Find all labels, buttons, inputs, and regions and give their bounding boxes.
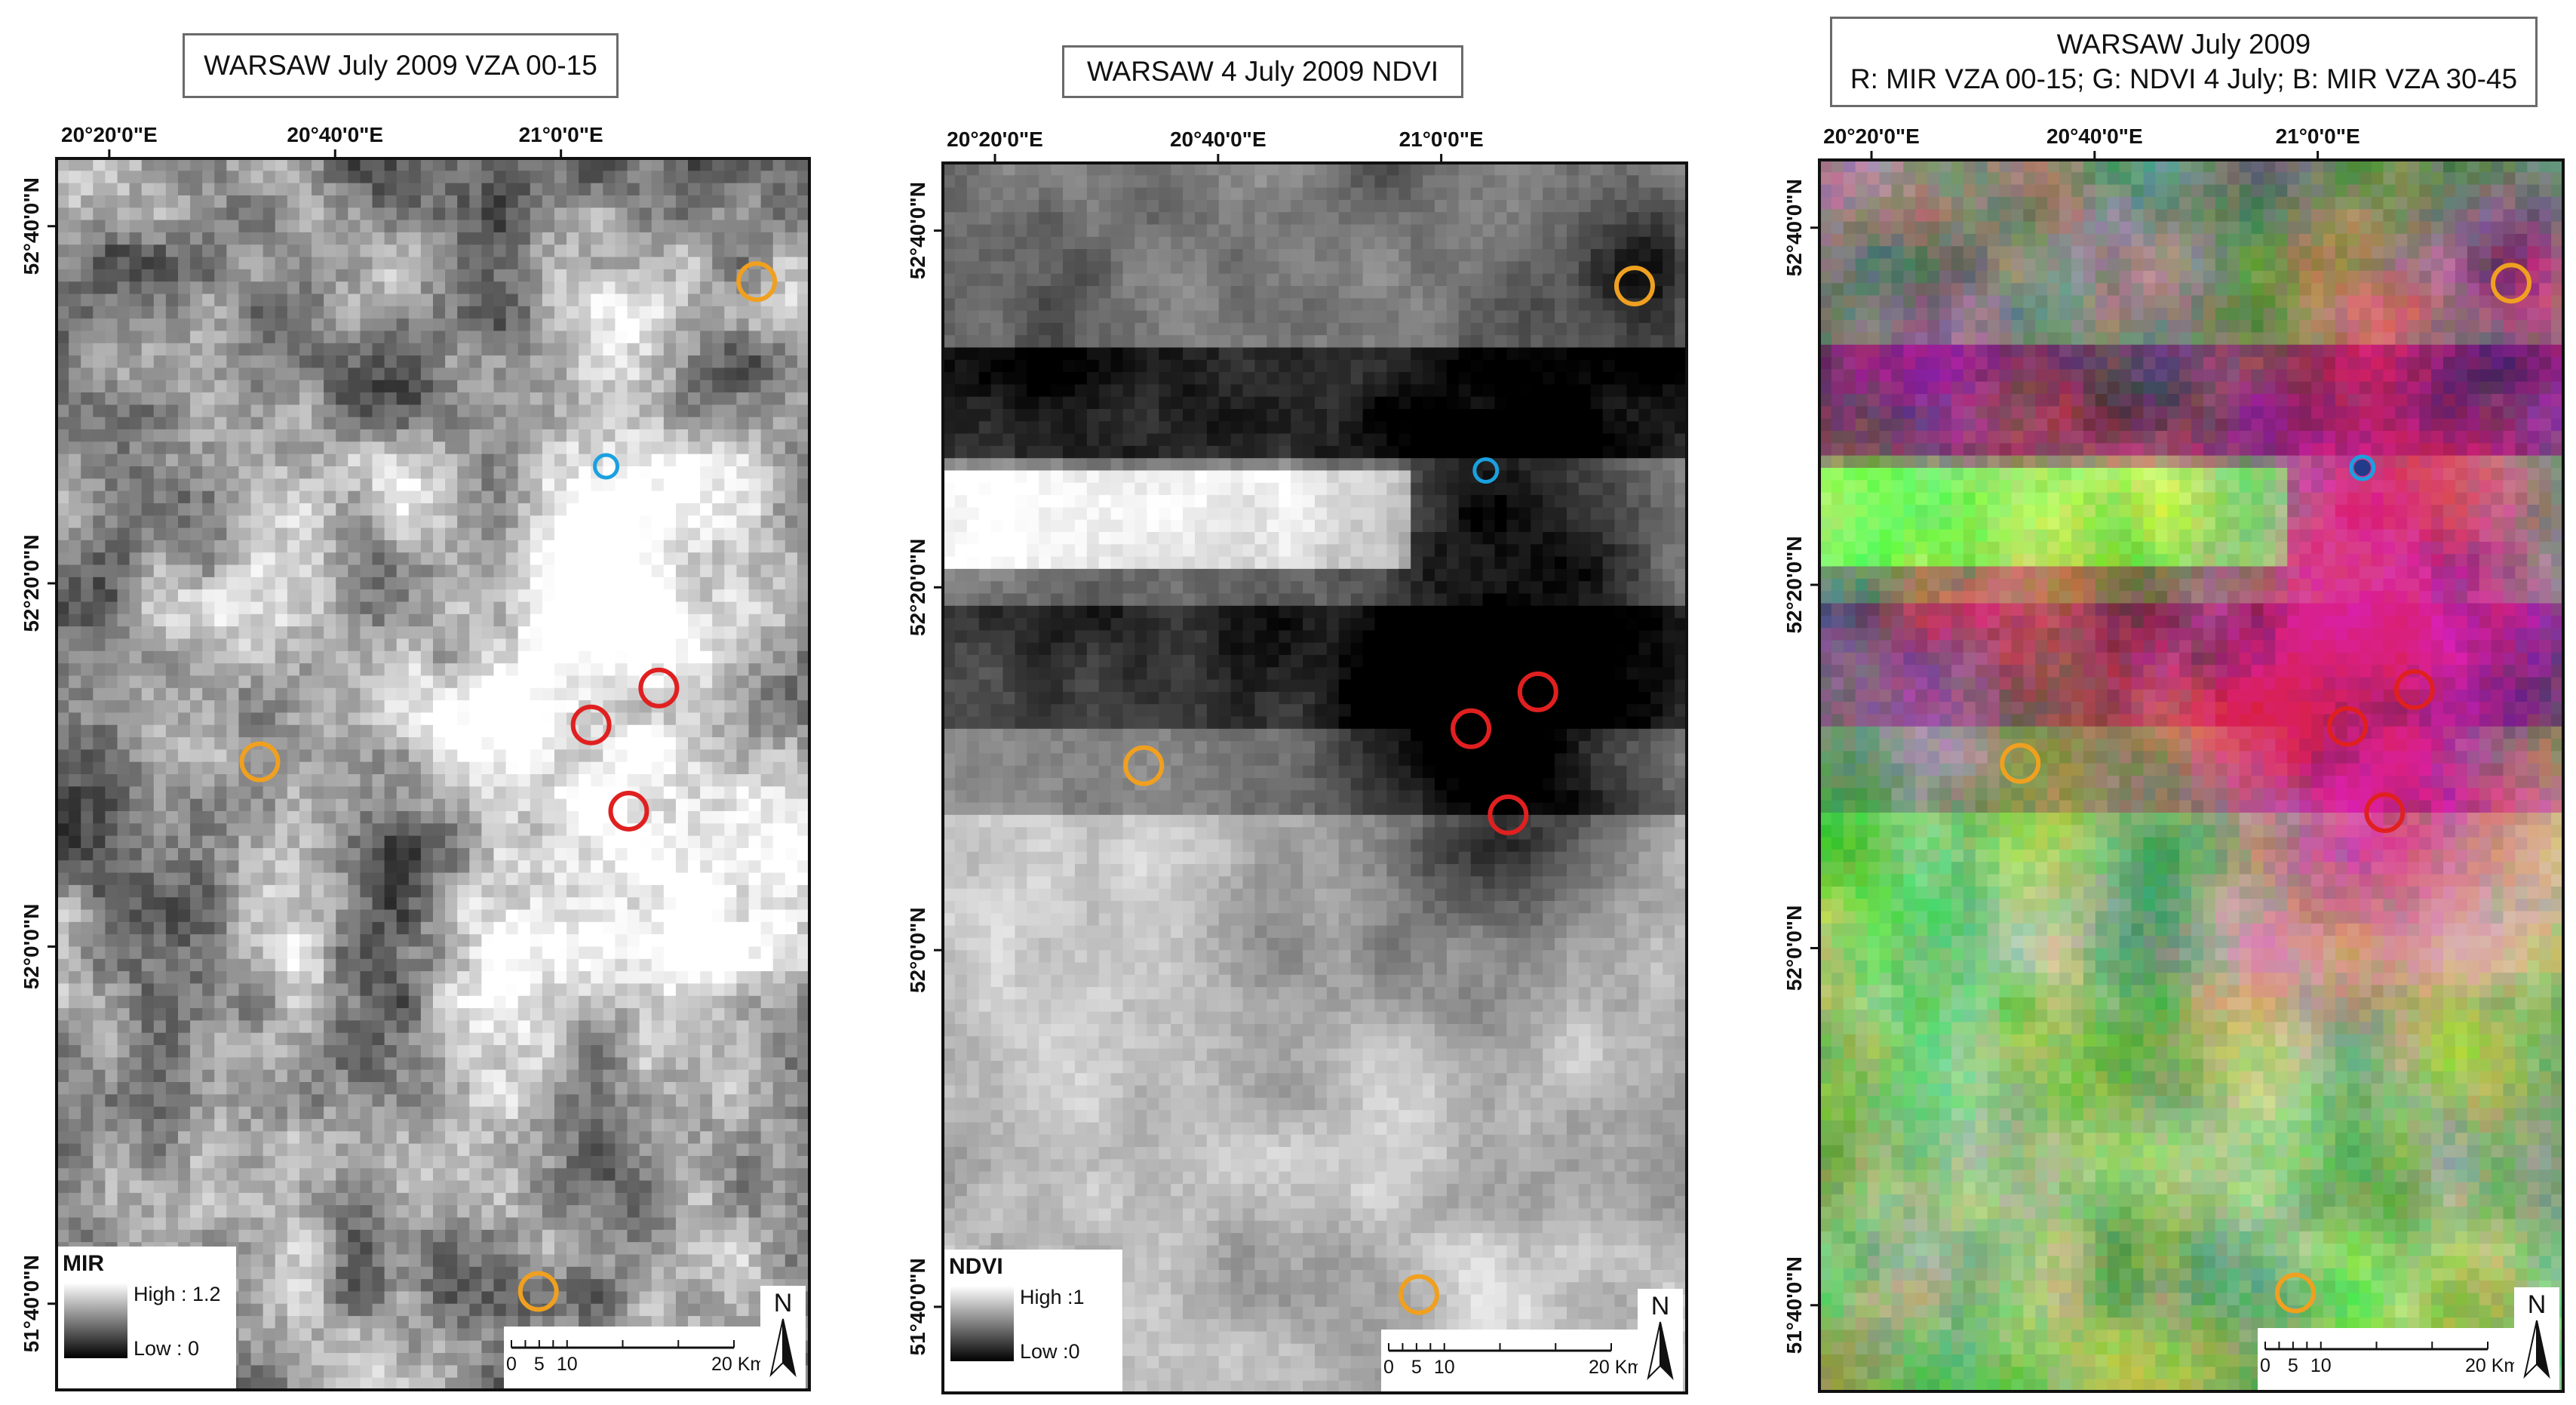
x-tick-label: 20°20'0"E [947,128,1043,151]
y-tick-label: 51°40'0"N [1782,1256,1806,1354]
legend-ramp [950,1286,1014,1361]
site-marker-red [1451,708,1492,749]
x-tick-label: 20°40'0"E [2046,125,2143,148]
scale-label: 0 [506,1354,517,1375]
north-label: N [1651,1292,1670,1320]
site-marker-red [638,667,680,709]
site-marker-orange [1123,745,1165,786]
site-marker-red [1517,671,1558,712]
panel-title-line: R: MIR VZA 00-15; G: NDVI 4 July; B: MIR… [1850,63,2518,94]
legend-high-label: High : 1.2 [134,1283,221,1305]
panel-title-line: WARSAW 4 July 2009 NDVI [1086,55,1439,87]
north-arrow-icon [782,1318,797,1378]
y-tick-label: 52°0'0"N [1782,905,1806,991]
site-marker-orange [517,1271,559,1312]
site-marker-red [2393,669,2435,710]
site-marker-blue [2349,454,2376,481]
scale-label: 20 Km [2465,1355,2519,1376]
legend-low-label: Low :0 [1020,1340,1080,1363]
legend-high-label: High :1 [1020,1286,1085,1308]
x-tick-label: 20°20'0"E [1823,125,1920,148]
marker-fill [2353,460,2371,476]
panel-title-rgb: WARSAW July 2009 R: MIR VZA 00-15; G: ND… [1830,17,2538,107]
site-marker-orange [1399,1274,1440,1315]
y-tick-label: 52°0'0"N [906,907,929,993]
legend-title: NDVI [949,1254,1003,1279]
scale-label: 10 [2310,1355,2332,1376]
y-tick-label: 51°40'0"N [20,1255,43,1352]
scale-label: 5 [1411,1357,1422,1378]
site-marker-orange [2490,263,2531,304]
y-tick-label: 52°40'0"N [20,177,43,275]
map-frame [941,161,1688,1394]
scale-label: 20 Km [1589,1357,1643,1378]
north-label: N [2528,1290,2547,1319]
north-arrow-icon [1660,1321,1674,1381]
legend-ramp [64,1283,127,1358]
north-label: N [774,1289,793,1317]
raster-image [1819,160,2564,1392]
y-tick-label: 52°0'0"N [20,904,43,990]
site-marker-orange [2275,1272,2317,1314]
scale-bar-box [504,1327,806,1388]
scale-label: 5 [534,1354,545,1375]
panel-title-mir: WARSAW July 2009 VZA 00-15 [183,33,619,98]
site-marker-orange [2000,742,2041,784]
y-tick-label: 52°40'0"N [1782,179,1806,276]
site-marker-red [2364,792,2406,833]
scale-label: 0 [2260,1355,2271,1376]
legend-title: MIR [63,1251,104,1276]
site-marker-blue [593,453,620,480]
y-tick-label: 51°40'0"N [906,1258,929,1355]
map-frame [55,157,811,1391]
site-marker-orange [239,741,281,782]
panel-title-line: WARSAW July 2009 VZA 00-15 [204,49,597,81]
map-frame [1818,158,2565,1393]
y-tick-label: 52°20'0"N [1782,536,1806,633]
x-tick-label: 21°0'0"E [2276,125,2360,148]
x-tick-label: 21°0'0"E [519,123,603,146]
scale-label: 10 [557,1354,578,1375]
raster-image [57,158,810,1391]
panel-title-line: WARSAW July 2009 [2056,28,2311,60]
site-marker-red [1488,794,1529,835]
site-marker-red [608,790,649,832]
site-marker-red [570,704,612,746]
scale-bar-box [1381,1330,1683,1391]
scale-label: 20 Km [711,1354,766,1375]
site-marker-blue [1472,457,1500,484]
x-tick-label: 20°40'0"E [1170,128,1267,151]
scale-bar-box [2258,1328,2559,1390]
scale-label: 5 [2288,1355,2298,1376]
north-arrow-icon [2536,1320,2550,1379]
x-tick-label: 20°20'0"E [61,123,158,146]
scale-label: 10 [1434,1357,1455,1378]
site-marker-orange [736,261,778,303]
y-tick-label: 52°20'0"N [906,539,929,636]
y-tick-label: 52°20'0"N [20,534,43,632]
site-marker-red [2327,706,2369,747]
scale-label: 0 [1383,1357,1394,1378]
x-tick-label: 20°40'0"E [287,123,383,146]
legend-low-label: Low : 0 [134,1337,199,1360]
panel-title-ndvi: WARSAW 4 July 2009 NDVI [1062,45,1463,98]
y-tick-label: 52°40'0"N [906,182,929,279]
site-marker-orange [1613,266,1655,306]
raster-image [943,163,1687,1394]
x-tick-label: 21°0'0"E [1399,128,1484,151]
